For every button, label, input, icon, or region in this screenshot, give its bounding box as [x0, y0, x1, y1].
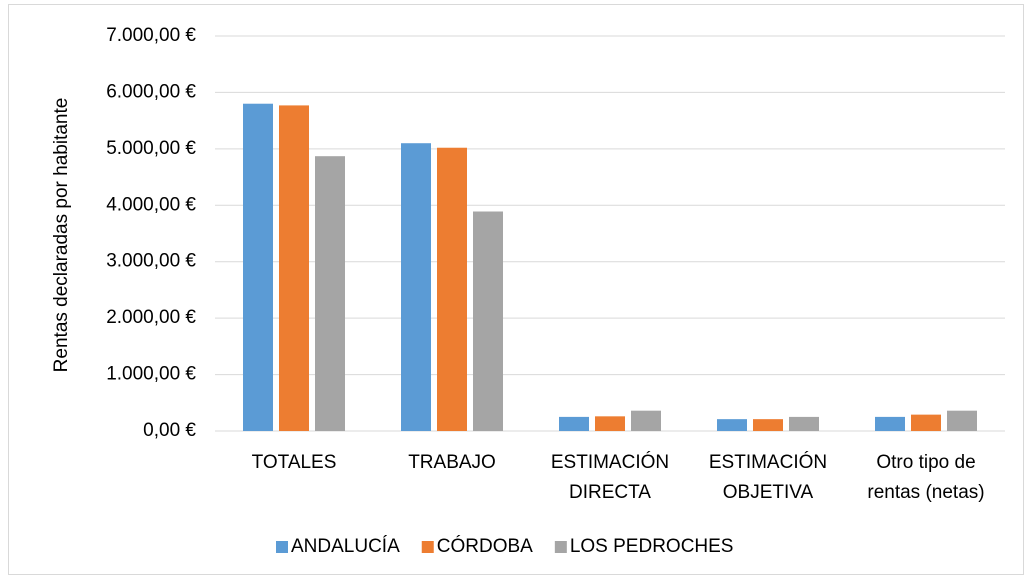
bar: [911, 414, 941, 431]
legend-label: CÓRDOBA: [437, 535, 533, 557]
x-tick-label: ESTIMACIÓN OBJETIVA: [708, 452, 828, 503]
y-tick-label: 1.000,00 €: [106, 364, 196, 385]
bar: [717, 419, 747, 431]
bar: [753, 419, 783, 431]
bar: [875, 416, 905, 431]
bar: [789, 416, 819, 431]
y-tick-label: 7.000,00 €: [106, 25, 196, 46]
chart-border: [8, 4, 1024, 575]
x-tick-label: TRABAJO: [408, 452, 496, 473]
bar: [315, 156, 345, 431]
y-axis-label: Rentas declaradas por habitante: [51, 98, 72, 373]
y-tick-label: 6.000,00 €: [106, 81, 196, 102]
bar: [559, 416, 589, 431]
y-tick-label: 2.000,00 €: [106, 307, 196, 328]
bar: [279, 105, 309, 432]
bar: [243, 103, 273, 431]
x-tick-label: Otro tipo de rentas (netas): [867, 452, 985, 503]
y-tick-label: 0,00 €: [143, 420, 196, 441]
bar: [401, 143, 431, 431]
bar: [595, 416, 625, 431]
bar: [473, 211, 503, 431]
x-tick-label: ESTIMACIÓN DIRECTA: [550, 452, 670, 503]
x-tick-label: TOTALES: [251, 452, 337, 473]
legend-swatch: [554, 541, 567, 553]
y-tick-label: 5.000,00 €: [106, 138, 196, 159]
legend-swatch: [421, 541, 434, 553]
bar: [631, 410, 661, 431]
y-tick-label: 4.000,00 €: [106, 194, 196, 215]
legend-swatch: [276, 541, 288, 553]
bar: [947, 410, 977, 431]
y-tick-label: 3.000,00 €: [106, 251, 196, 272]
bar: [437, 147, 467, 431]
legend-label: LOS PEDROCHES: [570, 536, 734, 557]
legend-label: ANDALUCÍA: [291, 536, 400, 557]
